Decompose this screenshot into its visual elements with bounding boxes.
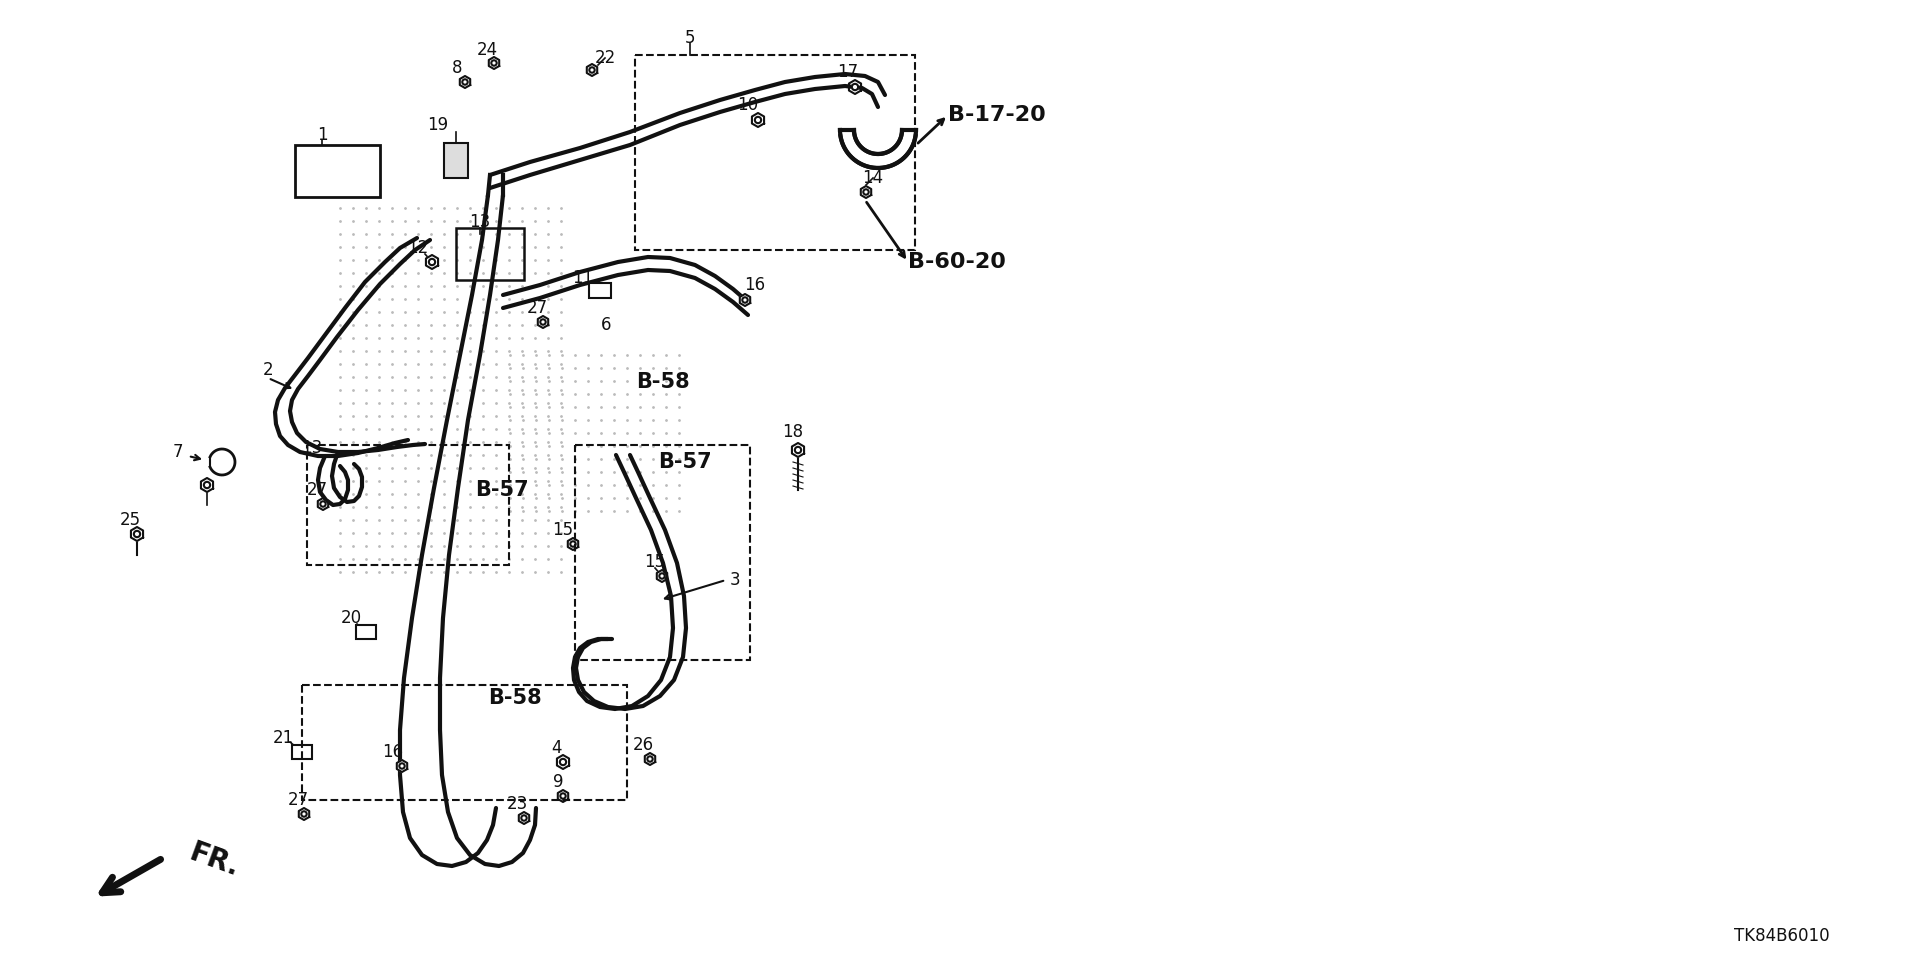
Circle shape (492, 60, 497, 66)
Circle shape (647, 757, 653, 761)
Circle shape (561, 759, 566, 765)
Text: 4: 4 (551, 739, 563, 757)
Circle shape (795, 447, 801, 454)
Circle shape (399, 763, 405, 769)
Polygon shape (753, 113, 764, 127)
Text: 15: 15 (645, 553, 666, 571)
Circle shape (134, 531, 140, 537)
Polygon shape (426, 255, 438, 269)
Text: 27: 27 (307, 481, 328, 499)
Text: 18: 18 (783, 423, 804, 441)
Circle shape (561, 793, 566, 799)
Circle shape (204, 481, 209, 488)
Text: 27: 27 (526, 299, 547, 317)
Polygon shape (319, 498, 328, 510)
Text: 13: 13 (301, 439, 323, 457)
Text: 27: 27 (288, 791, 309, 809)
Circle shape (743, 297, 747, 303)
Text: 24: 24 (476, 41, 497, 59)
Text: B-57: B-57 (659, 452, 712, 472)
Text: B-17-20: B-17-20 (948, 105, 1046, 125)
Text: 20: 20 (340, 609, 361, 627)
Text: B-58: B-58 (488, 688, 541, 708)
Circle shape (540, 319, 545, 325)
Circle shape (570, 541, 576, 547)
Polygon shape (202, 478, 213, 492)
Polygon shape (645, 753, 655, 765)
Text: 6: 6 (601, 316, 611, 334)
Polygon shape (518, 812, 530, 824)
Polygon shape (860, 186, 872, 198)
Text: 23: 23 (507, 795, 528, 813)
Text: 26: 26 (632, 736, 653, 754)
Text: 22: 22 (595, 49, 616, 67)
Text: 16: 16 (745, 276, 766, 294)
Text: 21: 21 (273, 729, 294, 747)
Bar (457, 228, 524, 280)
Bar (589, 283, 611, 297)
Text: 13: 13 (468, 213, 492, 231)
Text: TK84B6010: TK84B6010 (1734, 927, 1830, 945)
Text: 9: 9 (553, 773, 563, 791)
Text: 5: 5 (685, 29, 695, 47)
Text: B-58: B-58 (636, 372, 689, 392)
Circle shape (301, 811, 307, 817)
Text: 25: 25 (119, 511, 140, 529)
Text: 7: 7 (173, 443, 182, 461)
Circle shape (589, 67, 595, 73)
Text: 10: 10 (737, 96, 758, 114)
Bar (444, 143, 468, 177)
Polygon shape (557, 755, 568, 769)
Polygon shape (490, 57, 499, 69)
Polygon shape (568, 538, 578, 550)
Text: 8: 8 (451, 59, 463, 77)
Circle shape (864, 189, 868, 195)
Bar (636, 55, 916, 250)
Circle shape (428, 259, 436, 265)
Circle shape (463, 80, 468, 84)
Polygon shape (739, 294, 751, 306)
Bar (292, 745, 311, 759)
Text: 19: 19 (428, 116, 449, 134)
Text: 2: 2 (263, 361, 273, 379)
Polygon shape (397, 760, 407, 772)
Text: B-60-20: B-60-20 (908, 252, 1006, 272)
Text: 15: 15 (553, 521, 574, 539)
Polygon shape (459, 76, 470, 88)
Text: 12: 12 (407, 239, 428, 257)
Text: FR.: FR. (184, 838, 242, 882)
Circle shape (522, 815, 526, 821)
Polygon shape (131, 527, 144, 541)
Polygon shape (849, 80, 860, 94)
Polygon shape (559, 790, 568, 802)
Text: 1: 1 (317, 126, 326, 144)
Text: 17: 17 (837, 63, 858, 81)
Bar (355, 625, 376, 639)
Text: 11: 11 (572, 269, 593, 287)
Bar (296, 145, 380, 197)
Circle shape (321, 502, 326, 506)
Text: B-57: B-57 (474, 480, 528, 500)
Bar (301, 685, 628, 800)
Polygon shape (791, 443, 804, 457)
Circle shape (659, 573, 664, 578)
Text: 16: 16 (382, 743, 403, 761)
Bar (574, 445, 751, 660)
Polygon shape (300, 808, 309, 820)
Polygon shape (841, 130, 916, 168)
Bar (307, 445, 509, 565)
Circle shape (852, 83, 858, 90)
Text: 3: 3 (730, 571, 741, 589)
Polygon shape (538, 316, 549, 328)
Text: 14: 14 (862, 169, 883, 187)
Polygon shape (588, 64, 597, 76)
Circle shape (755, 117, 760, 123)
Polygon shape (657, 570, 666, 582)
